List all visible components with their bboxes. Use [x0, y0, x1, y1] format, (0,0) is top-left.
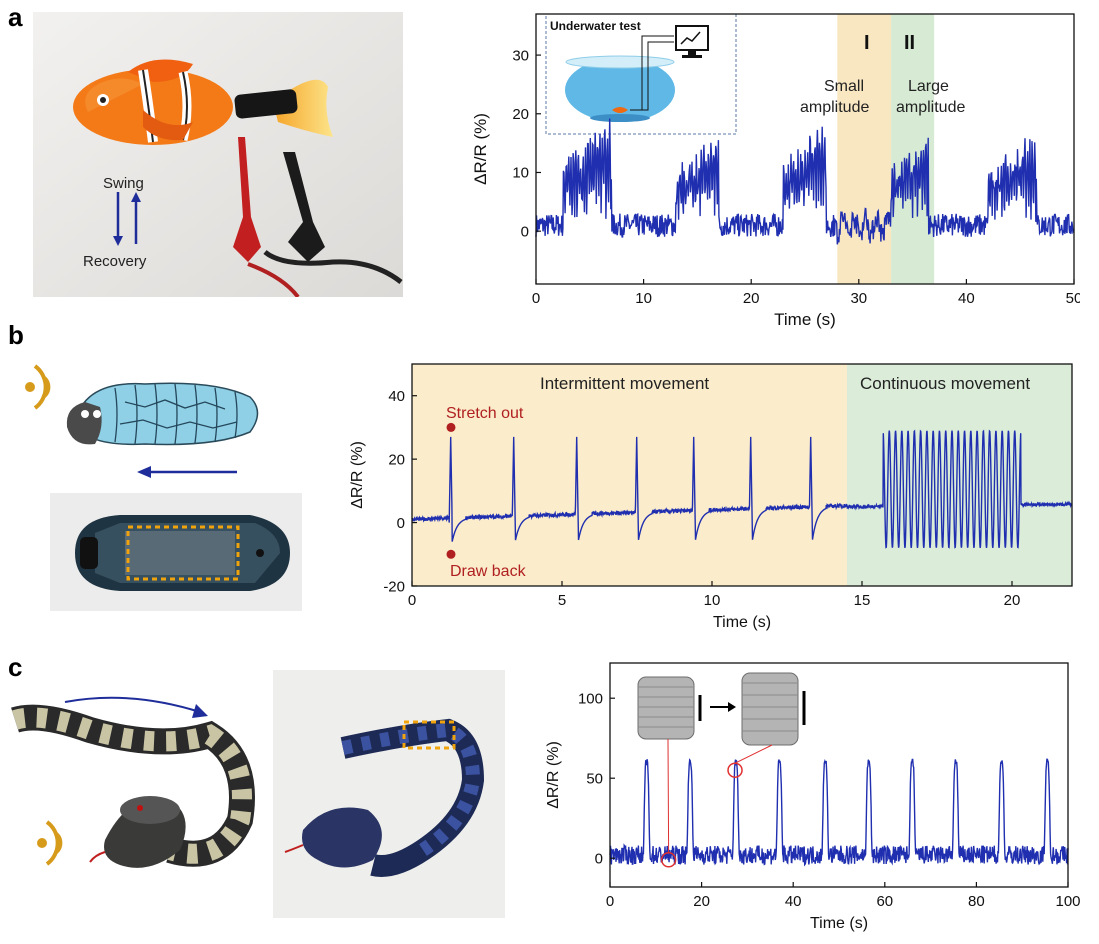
chart-b-plot-frame [411, 363, 1073, 587]
chart-c-xtick-label: 60 [876, 893, 893, 910]
chart-c-xlabel: Time (s) [810, 915, 868, 932]
chart-c-ylabel: ΔR/R (%) [545, 741, 562, 809]
chart-b-ytick-label: 0 [397, 515, 405, 532]
chart-a: Underwater test I II Small amplitude Lar… [471, 13, 1080, 329]
chart-a-xtick-label: 50 [1066, 290, 1080, 307]
deformation-inset [637, 672, 806, 746]
chart-c-ytick-label: 50 [586, 770, 603, 787]
chart-b-ytick-label: 20 [388, 451, 405, 468]
chart-a-xtick-label: 10 [635, 290, 652, 307]
chart-a-ytick-label: 20 [512, 106, 529, 123]
region-I-label-2: amplitude [800, 99, 869, 116]
wireless-signal-icon [45, 820, 63, 866]
chart-a-xtick-label: 40 [958, 290, 975, 307]
sensor-location-box [402, 720, 456, 750]
chart-a-xtick-label: 0 [532, 290, 540, 307]
stretch-out-marker [446, 422, 456, 432]
region-I-label-1: Small [824, 78, 864, 95]
caterpillar-photo-bottom [50, 493, 302, 611]
fish-photo: Swing Recovery [33, 12, 403, 297]
chart-a-series-line [535, 118, 1075, 245]
chart-b-xtick-label: 0 [408, 592, 416, 609]
caterpillar-photo-top [25, 352, 285, 482]
underwater-test-inset: Underwater test [545, 13, 737, 135]
chart-a-xtick-label: 20 [743, 290, 760, 307]
snake-photo-left [10, 690, 260, 910]
chart-a-xlabel: Time (s) [774, 310, 836, 329]
chart-a-plot-frame [535, 13, 1075, 285]
chart-a-ytick-label: 10 [512, 165, 529, 182]
chart-b-xtick-label: 15 [854, 592, 871, 609]
chart-c-leader-line-2 [734, 744, 773, 764]
chart-a-region-I [837, 14, 892, 284]
chart-c-ytick-label: 0 [595, 850, 603, 867]
chart-b-ytick-label: 40 [388, 388, 405, 405]
panel-letter-b: b [8, 320, 24, 350]
chart-a-ytick-label: 0 [521, 223, 529, 240]
region-I-roman: I [864, 32, 870, 54]
chart-a-xtick-label: 30 [850, 290, 867, 307]
wireless-signal-icon [33, 364, 51, 410]
chart-b-xlabel: Time (s) [713, 614, 771, 631]
chart-c: 0 20 40 60 80 100 0 50 100 Time (s) ΔR/R (%) [545, 662, 1081, 932]
sensor-location-box [126, 525, 240, 581]
region-intermittent-label: Intermittent movement [540, 374, 709, 393]
draw-back-label: Draw back [450, 563, 527, 580]
chart-a-ylabel: ΔR/R (%) [471, 113, 490, 185]
chart-c-series-line [609, 758, 1069, 867]
region-II-label-1: Large [908, 78, 949, 95]
recovery-label: Recovery [83, 253, 147, 270]
chart-a-region-II [891, 14, 935, 284]
chart-c-xtick-label: 100 [1055, 893, 1080, 910]
chart-a-ytick-label: 30 [512, 47, 529, 64]
chart-c-leader-line-1 [667, 738, 670, 853]
chart-c-xtick-label: 80 [968, 893, 985, 910]
monitor-icon [675, 25, 709, 51]
chart-b-xtick-label: 5 [558, 592, 566, 609]
chart-b-ytick-label: -20 [383, 578, 405, 595]
snake-photo-right [273, 670, 505, 918]
chart-c-xtick-label: 20 [693, 893, 710, 910]
inset-title: Underwater test [550, 19, 641, 33]
chart-c-highlight-circle-2 [727, 762, 743, 778]
stretch-out-label: Stretch out [446, 405, 524, 422]
chart-c-xtick-label: 40 [785, 893, 802, 910]
draw-back-marker [446, 549, 456, 559]
chart-c-ytick-label: 100 [578, 690, 603, 707]
motion-arrow-icon [64, 696, 201, 713]
chart-b-xtick-label: 10 [704, 592, 721, 609]
chart-b-series-line [411, 429, 1073, 549]
region-II-label-2: amplitude [896, 99, 965, 116]
chart-b-xtick-label: 20 [1004, 592, 1021, 609]
region-II-roman: II [904, 32, 915, 54]
chart-b-ylabel: ΔR/R (%) [349, 441, 366, 509]
region-continuous-label: Continuous movement [860, 374, 1030, 393]
panel-letter-a: a [8, 2, 23, 32]
chart-b: Intermittent movement Continuous movemen… [349, 363, 1073, 631]
chart-c-plot-frame [609, 662, 1069, 888]
swing-label: Swing [103, 175, 144, 192]
chart-b-region-1 [412, 364, 847, 586]
chart-c-xtick-label: 0 [606, 893, 614, 910]
panel-letter-c: c [8, 652, 23, 682]
